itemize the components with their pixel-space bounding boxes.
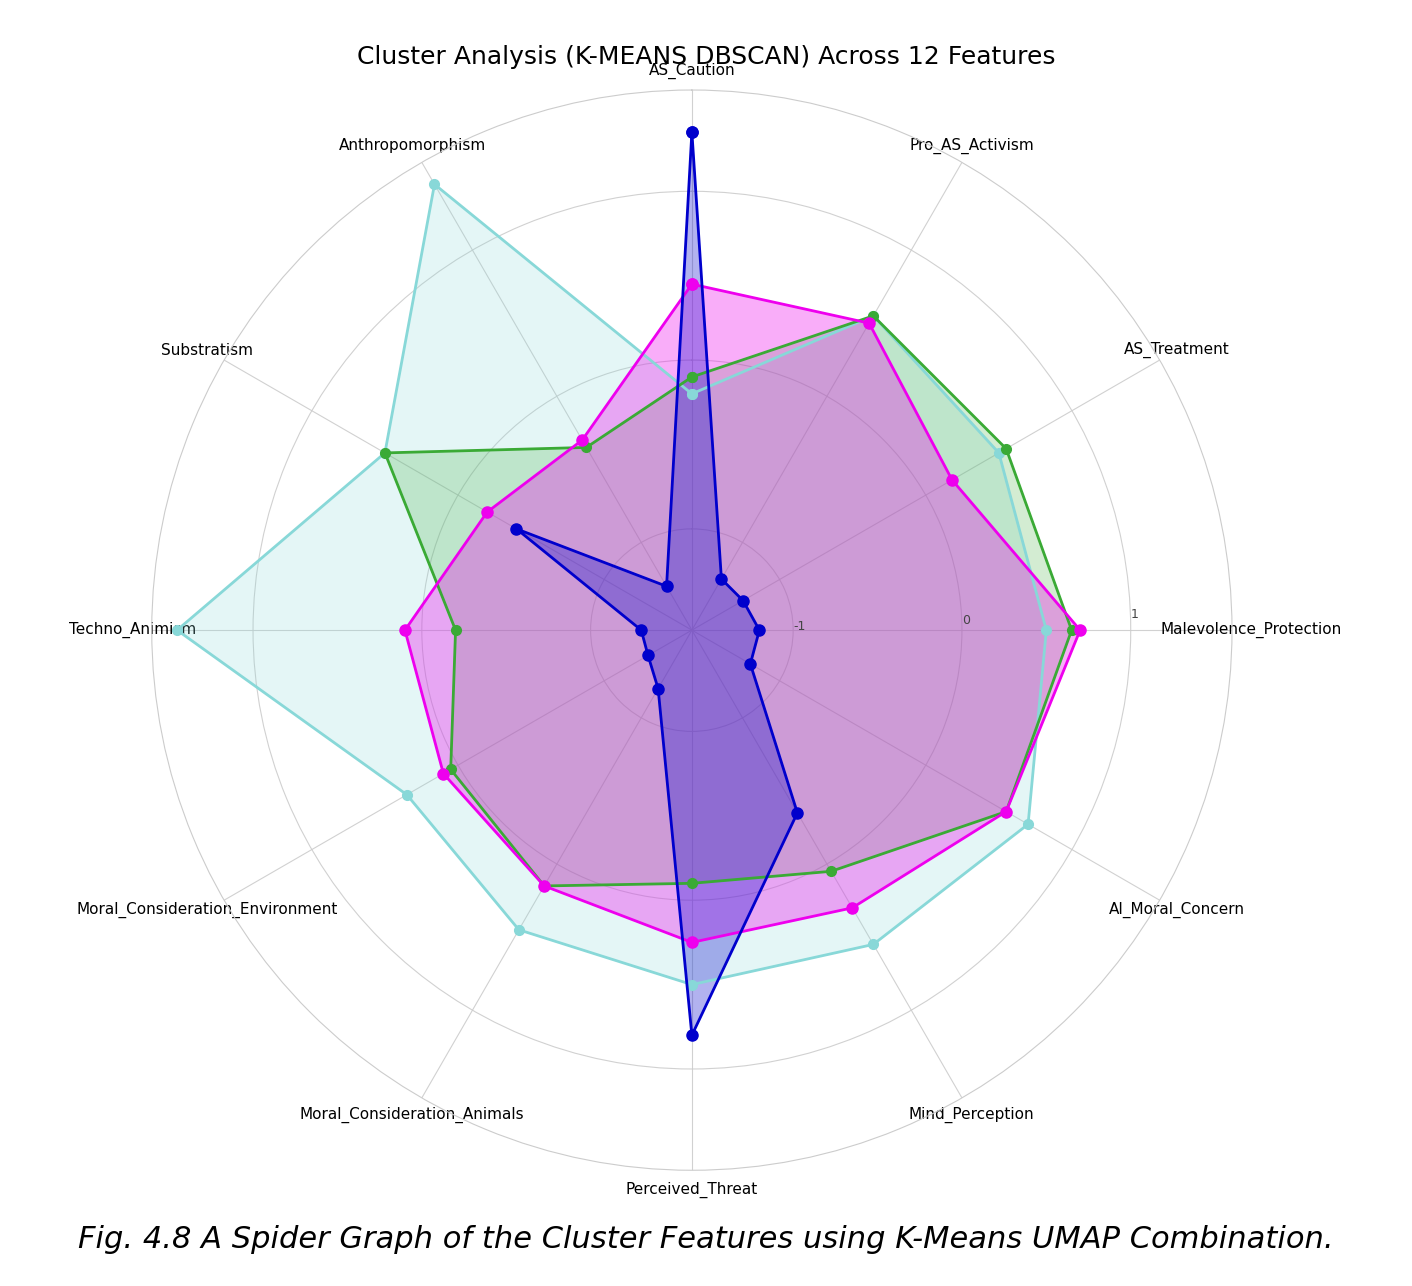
Text: Cluster Analysis (K-MEANS DBSCAN) Across 12 Features: Cluster Analysis (K-MEANS DBSCAN) Across… xyxy=(357,45,1055,69)
Polygon shape xyxy=(385,316,1072,886)
Polygon shape xyxy=(517,132,798,1035)
Text: 0: 0 xyxy=(962,615,970,628)
Text: 1: 1 xyxy=(1131,608,1138,621)
Polygon shape xyxy=(405,284,1080,943)
Text: -1: -1 xyxy=(794,620,805,633)
Polygon shape xyxy=(176,184,1046,985)
Text: Fig. 4.8 A Spider Graph of the Cluster Features using K-Means UMAP Combination.: Fig. 4.8 A Spider Graph of the Cluster F… xyxy=(78,1224,1334,1254)
